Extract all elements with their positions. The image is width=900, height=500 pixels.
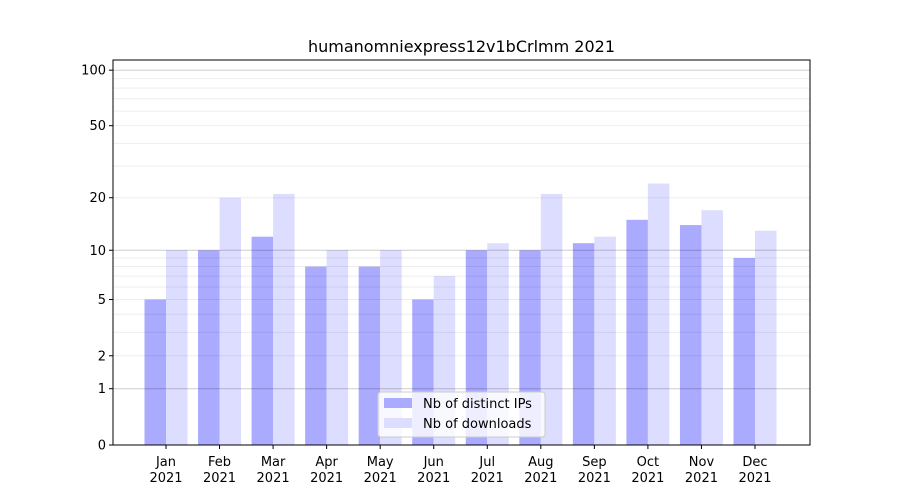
chart-title: humanomniexpress12v1bCrlmm 2021	[308, 37, 615, 56]
legend-swatch	[384, 418, 412, 428]
bar-ips	[358, 266, 381, 445]
bar-ips	[679, 225, 702, 445]
legend: Nb of distinct IPs Nb of downloads	[377, 391, 546, 438]
bar-ips	[572, 243, 595, 445]
bar-downloads	[166, 250, 188, 445]
bar-ips	[251, 236, 274, 445]
bar-downloads	[647, 183, 670, 445]
bar-ips	[626, 219, 648, 445]
legend-swatch	[384, 398, 412, 408]
bar-downloads	[273, 193, 295, 445]
plot-frame	[112, 59, 811, 446]
bar-downloads	[755, 230, 777, 445]
x-tick-label: Jun 2021	[417, 455, 450, 486]
bar-ips	[198, 250, 220, 445]
x-tick-label: Aug 2021	[524, 455, 557, 486]
y-tick-label: 2	[98, 349, 106, 364]
y-tick-label: 10	[89, 244, 106, 259]
x-tick-label: Dec 2021	[738, 455, 771, 486]
bar-downloads	[594, 236, 616, 445]
bar-ips	[144, 299, 166, 445]
x-tick-label: Jul 2021	[471, 455, 504, 486]
y-tick-label: 5	[98, 293, 106, 308]
bar-downloads	[219, 197, 242, 445]
y-tick-label: 1	[98, 382, 106, 397]
y-tick-label: 50	[89, 119, 106, 134]
bar-downloads	[540, 193, 563, 445]
x-tick-label: Apr 2021	[310, 455, 343, 486]
bar-downloads	[326, 250, 349, 445]
x-tick-label: Sep 2021	[578, 455, 611, 486]
x-tick-label: Mar 2021	[257, 455, 290, 486]
legend-label: Nb of downloads	[423, 417, 532, 432]
bar-ips	[305, 266, 327, 445]
legend-label: Nb of distinct IPs	[423, 397, 532, 412]
x-tick-label: Jan 2021	[149, 455, 182, 486]
bar-ips	[733, 257, 755, 445]
legend-box	[377, 391, 546, 438]
x-tick-label: Nov 2021	[685, 455, 718, 486]
x-tick-label: Oct 2021	[631, 455, 664, 486]
y-tick-label: 100	[81, 64, 106, 79]
bar-downloads	[701, 210, 723, 445]
x-tick-label: Feb 2021	[203, 455, 236, 486]
y-tick-label: 0	[98, 439, 106, 454]
y-tick-label: 20	[89, 191, 106, 206]
x-tick-label: May 2021	[364, 455, 397, 486]
